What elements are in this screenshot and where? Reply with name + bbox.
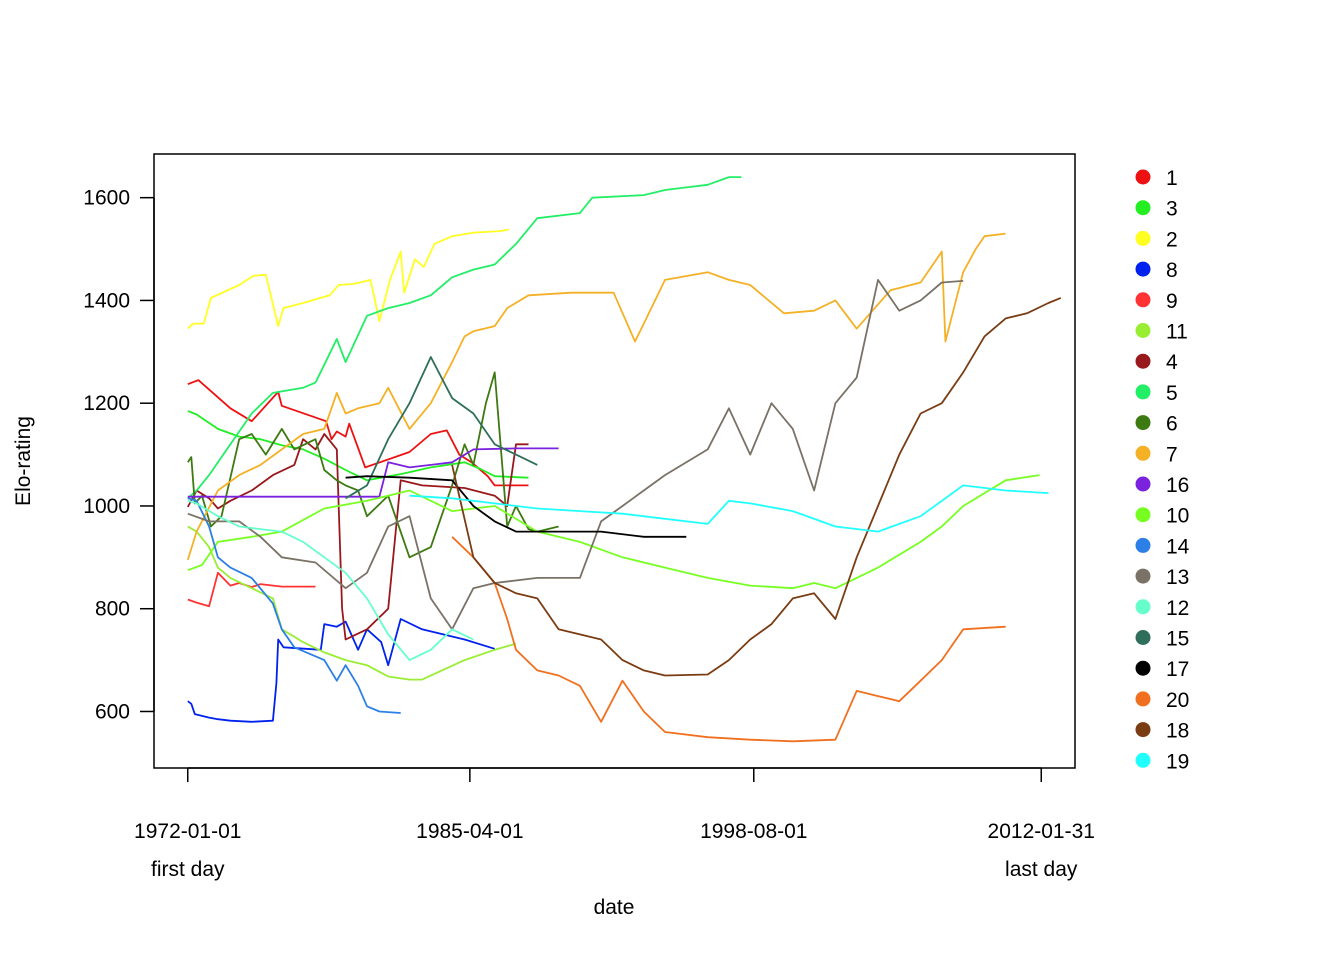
legend-marker-13 [1135, 568, 1151, 584]
series-line-17 [345, 475, 687, 538]
legend-label-7: 7 [1166, 443, 1178, 466]
y-tick-label: 1600 [83, 187, 130, 210]
legend-label-14: 14 [1166, 535, 1190, 558]
series-line-10 [187, 474, 1040, 590]
legend-label-3: 3 [1166, 198, 1178, 221]
legend-label-18: 18 [1166, 720, 1189, 743]
legend-marker-15 [1135, 630, 1151, 645]
legend-label-20: 20 [1166, 689, 1189, 712]
legend-label-8: 8 [1166, 259, 1178, 282]
legend-marker-17 [1135, 660, 1151, 676]
x-tick-label: 1985-04-01 [416, 820, 523, 843]
series-line-8 [187, 618, 495, 723]
legend-marker-9 [1135, 292, 1151, 308]
y-axis: 600 800 1000 1200 1400 1600 [83, 187, 155, 723]
x-tick-label: 2012-01-31 [988, 820, 1095, 843]
legend-label-11: 11 [1166, 321, 1188, 344]
series-line-2 [187, 228, 510, 330]
legend-marker-20 [1135, 691, 1151, 707]
legend-marker-11 [1135, 323, 1151, 338]
x-tick-label: 1972-01-01 [134, 820, 241, 843]
legend-marker-14 [1135, 537, 1151, 553]
legend-label-9: 9 [1166, 290, 1178, 313]
series-line-12 [187, 499, 474, 661]
x-axis-title: date [594, 896, 635, 919]
legend-label-6: 6 [1166, 413, 1178, 436]
series-line-5 [187, 176, 742, 499]
x-tick-sublabel: first day [151, 858, 225, 881]
legend-label-13: 13 [1166, 566, 1189, 589]
legend-marker-16 [1135, 476, 1151, 492]
legend-marker-8 [1135, 261, 1151, 277]
series-line-15 [345, 356, 538, 500]
legend-marker-12 [1135, 599, 1151, 615]
series-line-3 [187, 410, 529, 482]
series-line-18 [451, 297, 1062, 677]
legend-label-17: 17 [1166, 658, 1189, 681]
legend-marker-10 [1135, 507, 1151, 523]
legend-marker-4 [1135, 353, 1151, 369]
series-line-19 [409, 484, 1049, 533]
legend-label-15: 15 [1166, 628, 1189, 651]
legend-marker-19 [1135, 752, 1151, 768]
y-axis-title: Elo-rating [12, 416, 35, 506]
plot-frame [153, 153, 1076, 769]
series-line-7 [186, 232, 1006, 561]
legend-marker-1 [1135, 169, 1151, 185]
y-tick-label: 1400 [83, 289, 130, 312]
y-tick-label: 1200 [83, 392, 130, 415]
series-line-1 [187, 379, 529, 487]
series-line-14 [187, 497, 401, 714]
series-line-16 [187, 447, 559, 498]
series-line-13 [187, 278, 964, 631]
y-tick-label: 1000 [83, 495, 130, 518]
y-tick-label: 800 [95, 598, 130, 621]
legend-label-4: 4 [1166, 351, 1178, 374]
legend-label-2: 2 [1166, 228, 1178, 251]
legend-label-1: 1 [1166, 167, 1178, 190]
y-tick-label: 600 [95, 700, 130, 723]
legend-marker-2 [1135, 230, 1151, 246]
legend-marker-7 [1135, 445, 1151, 461]
legend-marker-6 [1135, 415, 1151, 431]
x-tick-label: 1998-08-01 [700, 820, 807, 843]
legend-marker-18 [1135, 722, 1151, 738]
x-axis: 1972-01-01 first day 1985-04-01 1998-08-01 2… [134, 767, 1095, 881]
x-tick-sublabel: last day [1005, 858, 1078, 881]
series-line-4 [187, 433, 529, 641]
series-line-11 [187, 525, 517, 681]
legend-label-12: 12 [1166, 597, 1189, 620]
legend-marker-5 [1135, 384, 1151, 400]
series-line-20 [451, 536, 1006, 743]
legend-marker-3 [1135, 200, 1151, 216]
legend-label-5: 5 [1166, 382, 1178, 405]
series-group [186, 176, 1062, 743]
legend-label-19: 19 [1166, 750, 1189, 773]
legend-label-16: 16 [1166, 474, 1189, 497]
series-line-6 [187, 371, 559, 559]
legend-label-10: 10 [1166, 505, 1189, 528]
